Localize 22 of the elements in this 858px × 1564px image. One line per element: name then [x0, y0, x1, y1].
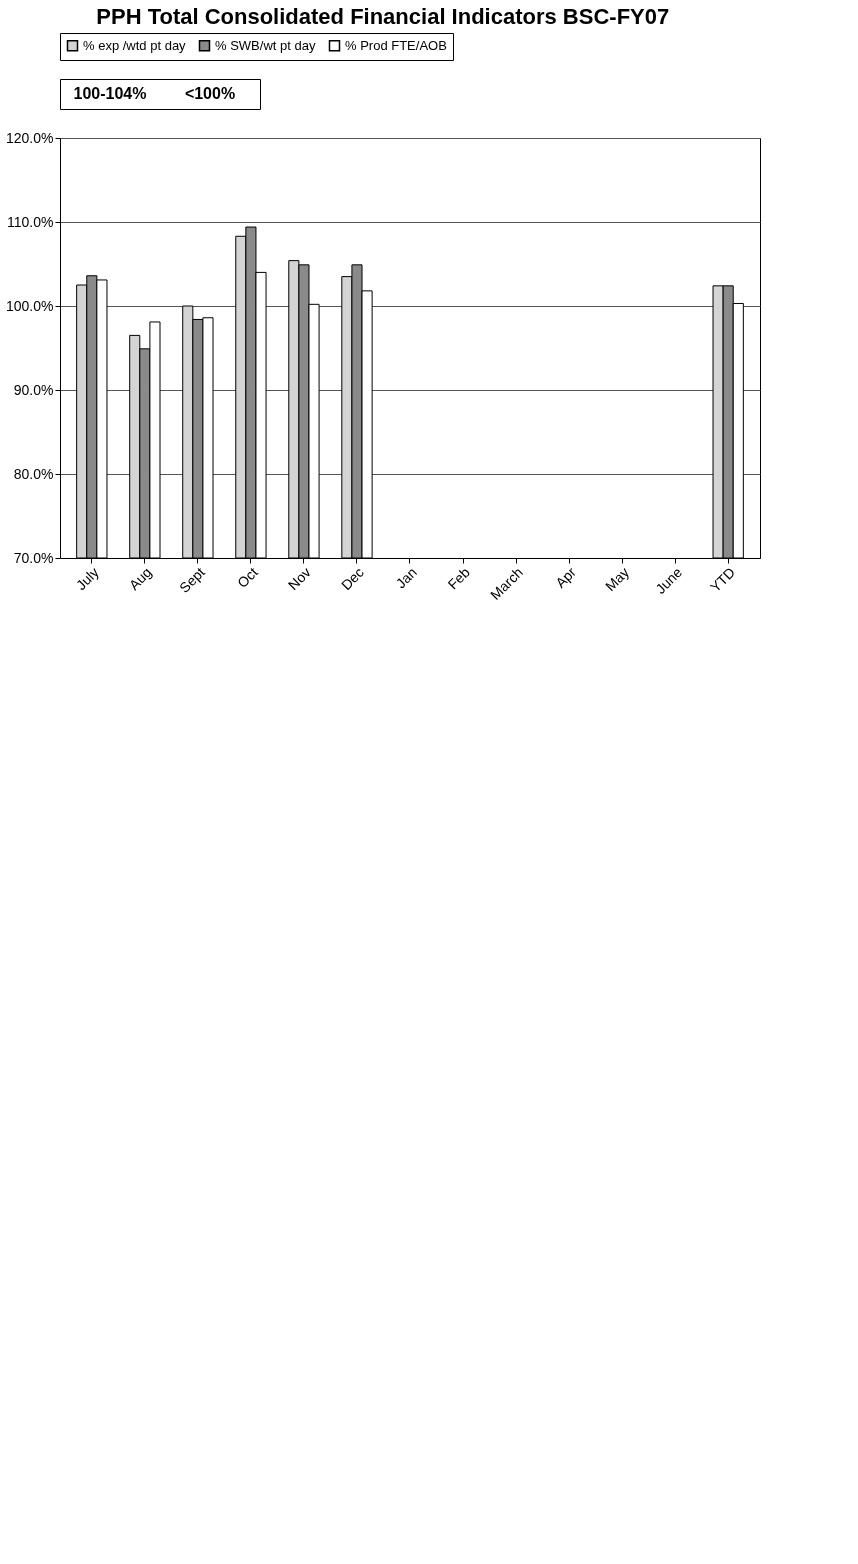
y-tick-label: 110.0% [7, 213, 54, 230]
text: <100% [184, 85, 236, 102]
x-tick-label: Jan [392, 564, 420, 592]
x-tick-label: Nov [284, 564, 314, 594]
chart-title: PPH Total Consolidated Financial Indicators BSC-FY07 [96, 3, 670, 29]
legend-label: % SWB/wt pt day [215, 37, 316, 53]
y-tick-label: 100.0% [6, 297, 54, 314]
y-tick-label: 70.0% [13, 549, 54, 566]
x-tick-label: Feb [444, 563, 474, 593]
text: 100-104% [73, 85, 147, 102]
legend-label: % Prod FTE/AOB [345, 37, 447, 53]
x-tick-label: Aug [125, 564, 155, 594]
x-tick-label: Apr [552, 563, 580, 591]
y-tick-label: 120.0% [6, 129, 54, 146]
x-tick-label: Dec [337, 564, 367, 594]
y-tick-label: 80.0% [13, 465, 54, 482]
legend-label: % exp /wtd pt day [83, 37, 187, 53]
x-tick-label: July [72, 564, 102, 594]
x-tick-label: Oct [234, 564, 261, 591]
x-tick-label: YTD [706, 564, 739, 596]
x-tick-label: May [602, 564, 633, 595]
y-tick-label: 90.0% [13, 381, 54, 398]
